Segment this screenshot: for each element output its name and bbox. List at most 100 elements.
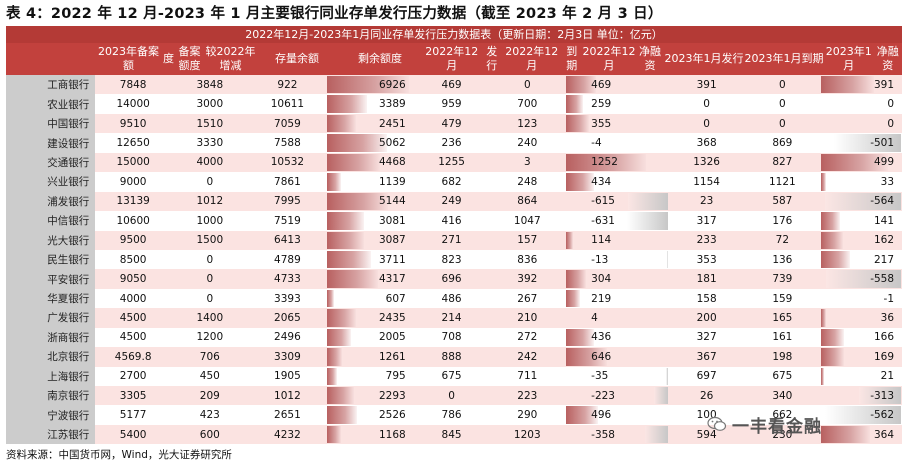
- cell-value: 2526: [378, 409, 406, 422]
- cell-value: 696: [441, 273, 462, 286]
- cell-value: 499: [873, 156, 895, 169]
- cell-value: 5177: [119, 409, 147, 422]
- bank-name-cell: 农业银行: [6, 94, 96, 114]
- table-cell: 1905: [249, 367, 327, 386]
- cell-value: 光大银行: [47, 234, 90, 247]
- data-bar: [327, 231, 364, 249]
- cell-value: 14000: [116, 98, 150, 111]
- table-cell: 423: [171, 405, 249, 424]
- data-bar: [327, 173, 341, 191]
- cell-value: 141: [873, 214, 895, 227]
- cell-value: 2435: [378, 311, 406, 324]
- table-cell: 646: [565, 347, 669, 366]
- cell-value: 7995: [274, 195, 301, 208]
- table-cell: 2005: [326, 328, 414, 347]
- table-cell: 136: [744, 250, 820, 269]
- table-cell: 696: [414, 269, 490, 288]
- data-bar: [327, 289, 335, 308]
- cell-value: 162: [873, 234, 895, 247]
- bank-name-cell: 工商银行: [6, 75, 96, 95]
- cell-value: 江苏银行: [47, 429, 90, 442]
- cell-value: 697: [696, 370, 717, 383]
- cell-value: 157: [517, 234, 538, 247]
- bank-name-cell: 广发银行: [6, 308, 96, 328]
- header-cell: 2022年12月 净融资: [582, 45, 662, 72]
- table-cell: 469: [565, 75, 669, 94]
- table-cell: 706: [171, 347, 249, 366]
- table-row: 南京银行 3305 209 1012 2293 0 223 -223 26 340 -313: [6, 386, 902, 406]
- table-cell: 219: [565, 289, 669, 308]
- cell-value: 161: [772, 331, 793, 344]
- cell-value: 0: [448, 389, 455, 402]
- cell-value: 181: [696, 273, 717, 286]
- cell-value: 922: [277, 78, 298, 91]
- table-cell: 159: [744, 289, 820, 308]
- table-cell: 739: [744, 269, 820, 288]
- table-cell: 33: [820, 172, 902, 191]
- table-cell: 0: [171, 250, 249, 269]
- table-cell: -615: [565, 192, 669, 211]
- data-bar: [327, 153, 381, 172]
- cell-value: 594: [696, 428, 717, 441]
- table-cell: 959: [414, 94, 490, 113]
- table-cell: 210: [489, 308, 565, 327]
- table-row: 北京银行 4569.8 706 3309 1261 888 242 646 367 198 169: [6, 347, 902, 367]
- table-row: 光大银行 9500 1500 6413 3087 271 157 114 233 72 162: [6, 230, 902, 250]
- table-cell: 2496: [249, 328, 327, 347]
- cell-value: 450: [199, 370, 220, 383]
- cell-value: 广发银行: [47, 312, 90, 325]
- cell-value: 355: [591, 117, 612, 130]
- table-row: 广发银行 4500 1400 2065 2435 214 210 4 200 165 36: [6, 308, 902, 328]
- table-cell: 1168: [326, 425, 414, 444]
- cell-value: 2700: [119, 370, 147, 383]
- cell-value: 236: [441, 137, 462, 150]
- table-cell: 355: [565, 114, 669, 133]
- table-cell: 12650: [95, 133, 171, 152]
- cell-value: 1012: [274, 389, 301, 402]
- data-bar: [821, 425, 871, 444]
- cell-value: 0: [887, 98, 895, 111]
- table-cell: 72: [744, 231, 820, 250]
- cell-value: 1139: [378, 175, 406, 188]
- bank-name-cell: 中信银行: [6, 211, 96, 231]
- table-cell: 0: [744, 75, 820, 94]
- cell-value: -564: [870, 195, 895, 208]
- data-bar: [566, 95, 583, 113]
- data-bar: [566, 76, 597, 94]
- cell-value: 4789: [274, 253, 301, 266]
- cell-value: 4500: [119, 331, 147, 344]
- data-bar: [566, 348, 608, 366]
- table-cell: 827: [744, 153, 820, 172]
- table-cell: 479: [414, 114, 490, 133]
- data-bar: [566, 173, 594, 191]
- cell-value: 662: [772, 409, 793, 422]
- cell-value: 233: [696, 234, 717, 247]
- cell-value: 340: [772, 389, 793, 402]
- table-cell: 4317: [326, 269, 414, 288]
- table-cell: 0: [414, 386, 490, 405]
- table-row: 农业银行 14000 3000 10611 3389 959 700 259 0 0 0: [6, 94, 902, 114]
- cell-value: 416: [441, 214, 462, 227]
- cell-value: 706: [199, 350, 220, 363]
- table-cell: 486: [414, 289, 490, 308]
- table-cell: 0: [669, 114, 745, 133]
- cell-value: 1400: [196, 311, 224, 324]
- cell-value: 436: [591, 331, 612, 344]
- table-cell: 434: [565, 172, 669, 191]
- header-cell: 2022年12月 到期: [505, 45, 578, 72]
- table-cell: 1261: [326, 347, 414, 366]
- cell-value: 4468: [378, 156, 406, 169]
- cell-value: 136: [772, 253, 793, 266]
- table-cell: 353: [669, 250, 745, 269]
- table-cell: -1: [820, 289, 902, 308]
- header-cell: [6, 43, 94, 75]
- bank-name-cell: 中国银行: [6, 113, 96, 134]
- cell-value: 391: [696, 78, 717, 91]
- table-cell: 607: [326, 289, 414, 308]
- table-cell: 176: [744, 211, 820, 230]
- table-row: 交通银行 15000 4000 10532 4468 1255 3 1252 1326 827 49…: [6, 152, 902, 173]
- table-cell: 158: [669, 289, 745, 308]
- table-cell: 236: [414, 133, 490, 152]
- cell-value: 708: [441, 331, 462, 344]
- table-cell: 2065: [249, 308, 327, 327]
